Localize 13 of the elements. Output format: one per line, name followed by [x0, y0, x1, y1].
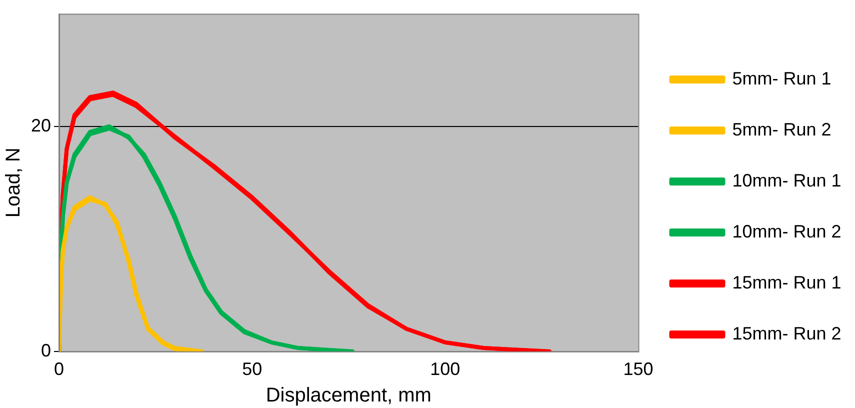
x-tick-label: 50	[242, 359, 262, 380]
x-tick-label: 150	[623, 359, 654, 380]
legend-label: 15mm- Run 2	[732, 323, 842, 344]
legend-label: 10mm- Run 2	[732, 221, 842, 242]
y-axis-title: Load, N	[2, 148, 25, 218]
x-tick-label: 0	[54, 359, 64, 380]
legend-label: 5mm- Run 1	[732, 68, 832, 88]
x-tick-label: 100	[430, 359, 460, 380]
legend-label: 15mm- Run 1	[732, 272, 842, 292]
legend-label: 5mm- Run 2	[732, 119, 832, 140]
y-tick-label: 20	[30, 115, 52, 136]
legend-label: 10mm- Run 1	[732, 170, 842, 190]
x-axis-title: Displacement, mm	[266, 384, 432, 407]
